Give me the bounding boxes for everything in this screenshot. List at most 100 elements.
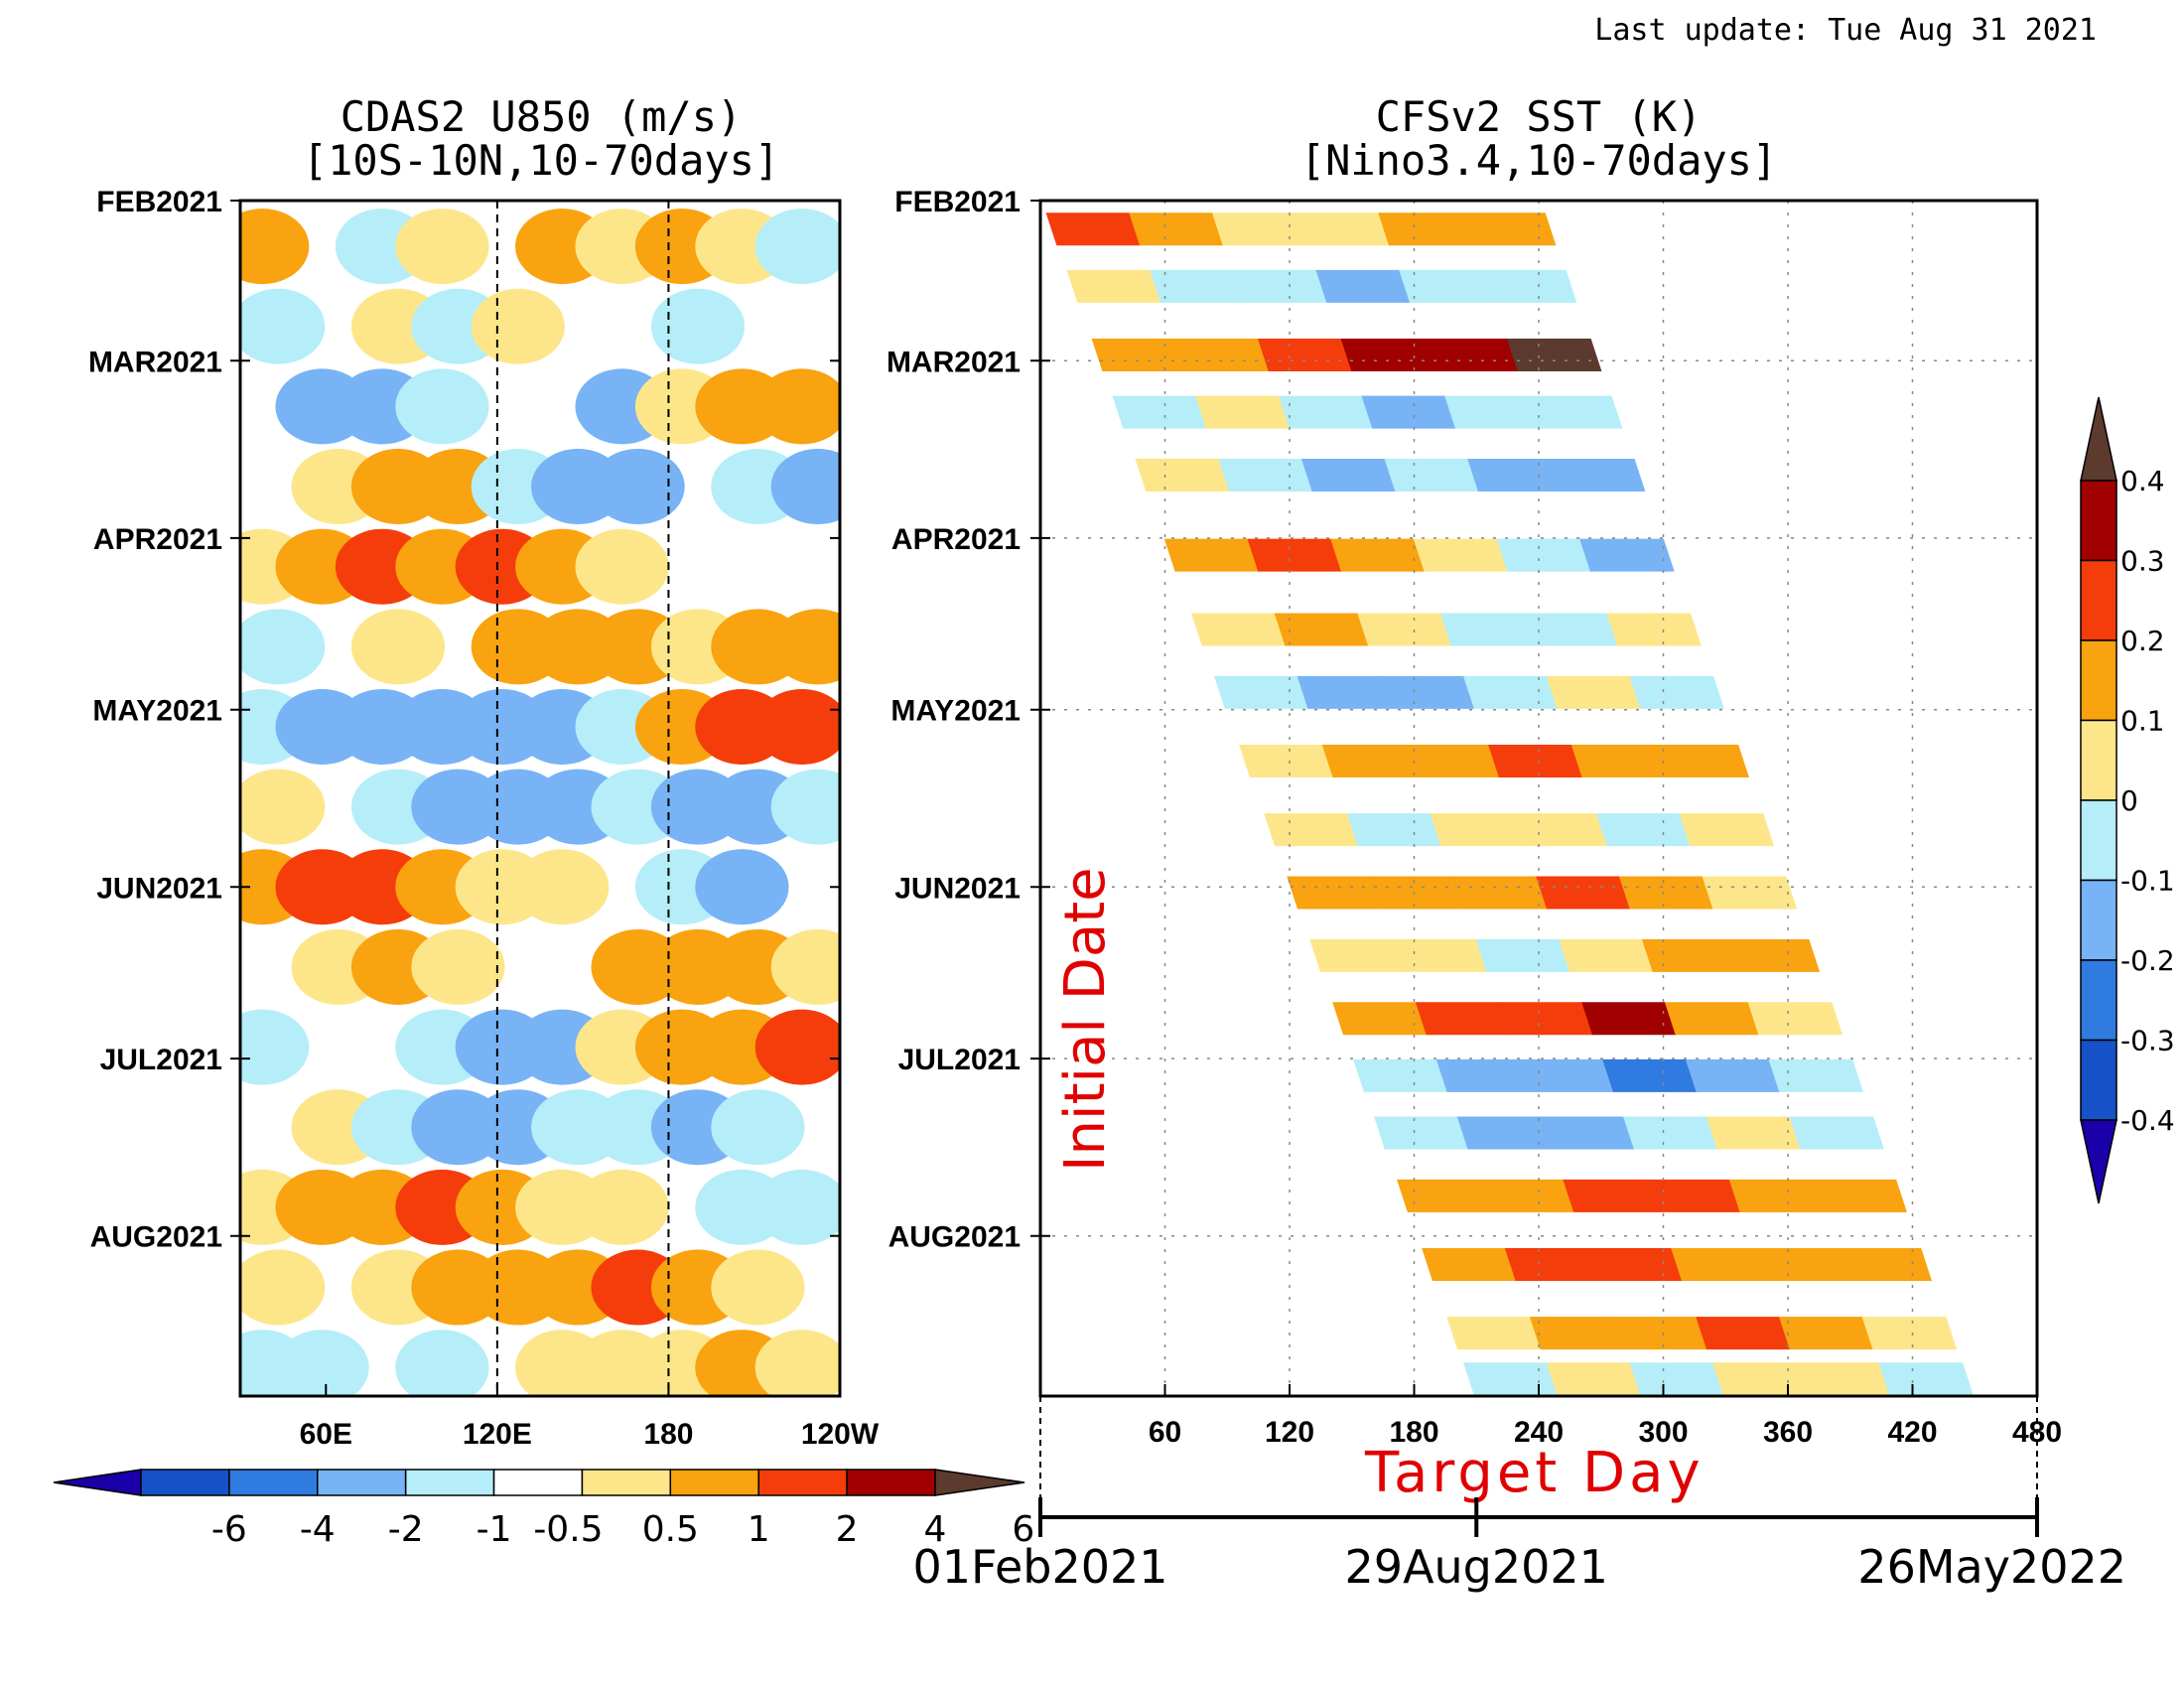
sst-anomaly-cell [1563,1179,1658,1212]
u850-anomaly-cell [770,769,840,845]
sst-anomaly-cell [1295,212,1391,246]
u850-anomaly-cell [240,769,326,845]
sst-anomaly-cell [1422,1248,1517,1282]
u850-anomaly-cell [240,288,326,364]
sst-anomaly-cell [1257,339,1353,372]
date-axis-label: 26May2022 [1857,1540,2126,1594]
y-tick-label: JUN2021 [894,872,1021,905]
sst-anomaly-cell [1529,1317,1625,1350]
sst-anomaly-cell [1629,1362,1724,1396]
colorbar-label: 2 [836,1509,859,1550]
left-y-axis: FEB2021 MAR2021 APR2021 MAY2021 JUN2021 JUL20… [88,186,840,1254]
sst-anomaly-cell [1456,1116,1553,1150]
sst-anomaly-cell [1506,339,1602,372]
initial-date-axis-label: Initial Date [1053,867,1118,1172]
sst-anomaly-cell [1129,212,1224,246]
colorbar-label: 0.5 [642,1509,699,1550]
sst-anomaly-cell [1496,538,1591,572]
sst-anomaly-cell [1413,538,1509,572]
sst-anomaly-cell [1546,675,1642,709]
right-chart-subtitle: [Nino3.4,10-70days] [1300,136,1777,185]
sst-anomaly-cell [1384,459,1480,492]
colorbar-box [2080,480,2117,562]
sst-anomaly-cell [1045,212,1142,246]
u850-anomaly-cell [275,1330,369,1396]
sst-anomaly-cell [1641,938,1737,972]
sst-anomaly-cell [1340,339,1436,372]
left-plot-frame [238,199,842,1398]
sst-anomaly-cell [1174,339,1270,372]
sst-anomaly-cell [1397,1179,1492,1212]
sst-anomaly-cell [1475,938,1571,972]
colorbar-box [317,1469,407,1496]
sst-anomaly-cell [1315,269,1412,303]
sst-anomaly-cell [1353,1058,1448,1092]
colorbar-label: -0.3 [2120,1025,2175,1057]
sst-anomaly-cell [1488,745,1583,778]
sst-anomaly-cell [1452,876,1549,910]
sst-anomaly-cell [1405,745,1500,778]
x-tick-label: 360 [1763,1416,1813,1449]
y-tick-label: FEB2021 [96,186,222,218]
sst-anomaly-cell [1091,339,1187,372]
y-tick-label: JUN2021 [96,872,222,905]
u850-anomaly-cell [695,849,789,925]
sst-anomaly-cell [1696,1317,1791,1350]
sst-anomaly-cell [1479,1179,1575,1212]
sst-anomaly-cell [1546,1362,1642,1396]
colorbar-box [2080,719,2117,801]
target-day-axis-label: Target Day [1364,1441,1705,1505]
y-tick-label: JUL2021 [100,1044,222,1076]
colorbar-triangle-low [53,1469,142,1496]
colorbar-label: 0 [2120,784,2138,817]
sst-anomaly-cell [1540,1116,1635,1150]
sst-anomaly-cell [1778,1317,1874,1350]
sst-anomaly-cell [1579,538,1675,572]
sst-anomaly-cell [1587,1248,1684,1282]
date-axis-label: 29Aug2021 [1345,1540,1608,1594]
x-tick-label: 240 [1514,1416,1564,1449]
colorbar-box [2080,1039,2117,1121]
u850-anomaly-cell [754,209,840,285]
u850-anomaly-cell [471,288,565,364]
sst-anomaly-cell [1163,538,1260,572]
date-axis-label: 01Feb2021 [912,1540,1167,1594]
sst-anomaly-cell [1795,1362,1891,1396]
sst-anomaly-cell [1878,1362,1974,1396]
sst-anomaly-cell [1536,876,1631,910]
colorbar-label: -0.5 [533,1509,603,1550]
sst-anomaly-cell [1195,395,1291,429]
colorbar-label: 4 [924,1509,947,1550]
colorbar-label: -6 [211,1509,247,1550]
sst-anomaly-cell [1768,1058,1863,1092]
u850-anomaly-cell [711,1089,805,1166]
y-tick-label: APR2021 [891,523,1021,556]
sst-anomaly-cell [1728,1179,1825,1212]
x-tick-label: 180 [1389,1416,1438,1449]
x-tick-label: 60 [1149,1416,1181,1449]
colorbar-box [2080,879,2117,961]
sst-anomaly-cell [1837,1248,1933,1282]
sst-anomaly-cell [1463,1362,1559,1396]
u850-anomaly-cell [754,689,840,765]
sst-anomaly-cell [1066,269,1162,303]
y-tick-label: AUG2021 [888,1221,1021,1254]
sst-anomaly-cell [1550,459,1646,492]
sst-anomaly-cell [1618,876,1714,910]
y-tick-label: MAY2021 [92,695,222,728]
sst-anomaly-cell [1679,813,1775,847]
right-heatmap-field [1045,212,1974,1396]
sst-anomaly-cell [1247,538,1342,572]
left-colorbar: -6 -4 -2 -1 -0.5 0.5 1 2 4 6 [53,1469,1034,1550]
right-y-axis: FEB2021 MAR2021 APR2021 MAY2021 JUN2021 JUL20… [887,186,1050,1254]
colorbar-label: -0.1 [2120,865,2175,898]
colorbar-triangle-high [934,1469,1025,1496]
u850-anomaly-cell [650,288,746,364]
colorbar-label: 1 [748,1509,770,1550]
left-heatmap-field [240,201,840,1396]
colorbar-label: 0.4 [2120,465,2165,497]
sst-anomaly-cell [1498,1002,1594,1036]
x-tick-label: 300 [1638,1416,1688,1449]
sst-anomaly-cell [1346,813,1442,847]
